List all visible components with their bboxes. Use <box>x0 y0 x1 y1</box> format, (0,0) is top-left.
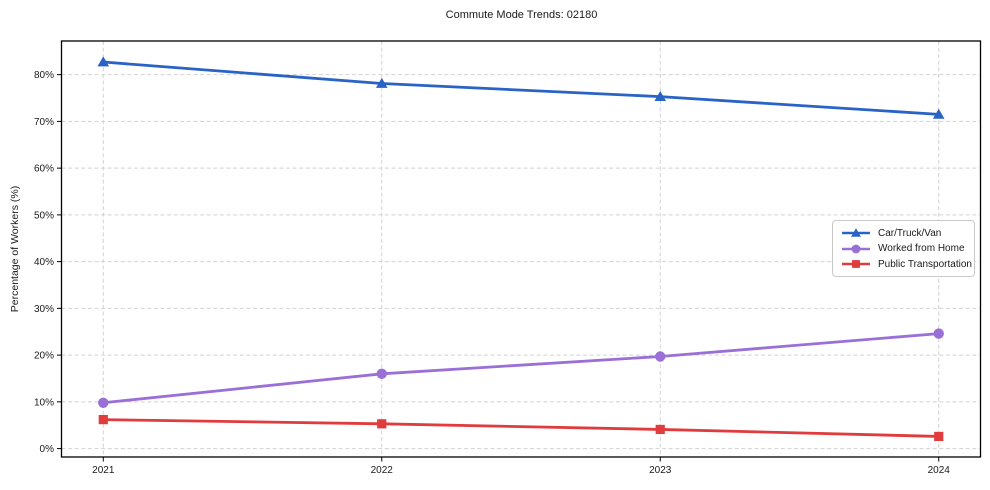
square-line-sample <box>842 260 870 268</box>
triangle-line-sample <box>842 228 870 237</box>
legend-line-marker-icon <box>841 227 871 239</box>
plot-border <box>60 40 982 458</box>
legend-label-car-truck-van: Car/Truck/Van <box>878 227 942 239</box>
legend-item-car-truck-van: Car/Truck/Van <box>841 226 967 240</box>
circle-marker <box>98 397 109 408</box>
x-tick-label: 2024 <box>928 465 951 476</box>
x-tick-label: 2022 <box>371 465 394 476</box>
y-tick-label: 70% <box>34 117 54 128</box>
triangle-marker <box>654 91 667 102</box>
legend-line-marker-icon <box>841 243 871 255</box>
triangle-marker <box>932 108 945 119</box>
y-tick-label: 80% <box>34 70 54 81</box>
y-tick-label: 10% <box>34 397 54 408</box>
legend-label-worked-from-home: Worked from Home <box>878 243 965 254</box>
chart-title: Commute Mode Trends: 02180 <box>445 9 598 21</box>
triangle-marker <box>851 228 861 237</box>
triangle-marker <box>375 77 388 88</box>
square-marker <box>377 419 387 429</box>
circle-marker <box>376 368 387 379</box>
legend-item-public-transportation: Public Transportation <box>841 257 972 271</box>
triangle-marker <box>97 56 110 67</box>
square-marker <box>98 415 108 425</box>
y-tick-label: 50% <box>34 210 54 221</box>
x-tick-label: 2021 <box>92 465 115 476</box>
circle-marker <box>851 244 861 253</box>
y-tick-label: 0% <box>40 444 55 455</box>
square-marker <box>655 424 665 435</box>
legend-item-worked-from-home: Worked from Home <box>841 242 967 256</box>
y-tick-label: 30% <box>34 304 54 315</box>
square-marker <box>934 431 944 442</box>
circle-marker <box>933 328 944 339</box>
series-line <box>101 60 941 116</box>
series-line <box>101 418 941 438</box>
y-tick-label: 60% <box>34 164 54 175</box>
circle-line-sample <box>842 244 870 253</box>
series-line <box>101 332 941 405</box>
y-tick-label: 20% <box>34 351 54 362</box>
x-tick-label: 2023 <box>649 465 672 476</box>
square-marker <box>852 260 860 268</box>
legend-line-marker-icon <box>841 258 871 270</box>
y-tick-label: 40% <box>34 257 54 268</box>
legend: Car/Truck/Van Worked from Home Public Tr… <box>832 220 975 277</box>
circle-marker <box>655 351 666 362</box>
legend-label-public-transportation: Public Transportation <box>878 258 972 270</box>
y-axis-label: Percentage of Workers (%) <box>9 185 21 313</box>
